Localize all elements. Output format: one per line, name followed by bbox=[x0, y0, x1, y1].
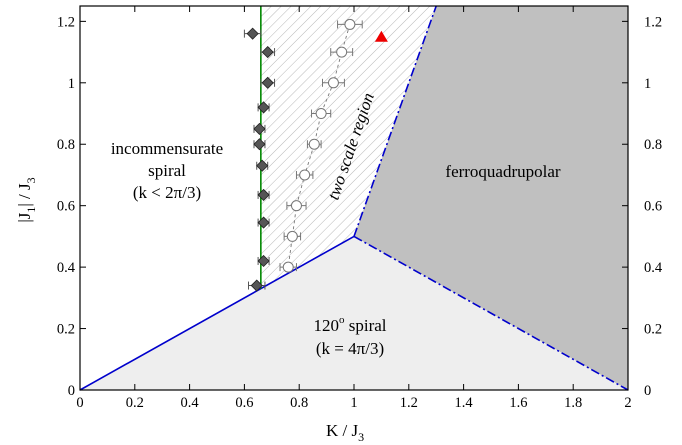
diamond-point bbox=[257, 188, 270, 201]
triangle-point bbox=[374, 30, 388, 42]
y-tick-label-left: 0 bbox=[68, 383, 75, 399]
y-tick-label-right: 0.8 bbox=[644, 137, 662, 153]
boundary-solid-blue bbox=[79, 235, 355, 391]
ferroquadrupolar-label: ferroquadrupolar bbox=[445, 162, 561, 181]
x-tick-label: 1.4 bbox=[455, 395, 474, 411]
y-tick-label-left: 0.6 bbox=[57, 199, 75, 215]
y-tick-label-left: 1.2 bbox=[57, 14, 75, 30]
spiral-120-region bbox=[80, 236, 628, 390]
x-tick-label: 1.2 bbox=[400, 395, 418, 411]
diamond-point bbox=[250, 279, 263, 292]
y-axis-title-part2: | / J bbox=[15, 183, 34, 207]
diamond-point bbox=[257, 216, 270, 229]
incommensurate-label-line1: incommensurate bbox=[111, 139, 223, 158]
y-tick-label-right: 1.2 bbox=[644, 14, 662, 30]
open-circle-point bbox=[290, 200, 302, 212]
incommensurate-label-line2: spiral bbox=[148, 161, 186, 180]
y-tick-label-left: 0.2 bbox=[57, 322, 75, 338]
incommensurate-label-line3: (k < 2π/3) bbox=[133, 183, 201, 202]
x-axis-title-sub: 3 bbox=[358, 430, 364, 444]
y-tick-label-right: 0.6 bbox=[644, 199, 662, 215]
open-circle-point bbox=[315, 108, 327, 120]
y-tick-label-left: 0.8 bbox=[57, 137, 75, 153]
x-tick-label: 0.2 bbox=[126, 395, 144, 411]
ferroquadrupolar-region bbox=[354, 6, 628, 390]
x-tick-label: 0 bbox=[76, 395, 83, 411]
spiral-120-base: 120 bbox=[313, 316, 339, 335]
x-tick-label: 0.4 bbox=[181, 395, 200, 411]
boundary-dashdot-upper bbox=[353, 5, 437, 237]
diamond-point bbox=[261, 76, 274, 89]
x-axis-title-main: K / J bbox=[326, 421, 359, 440]
boundary-dashdot-lower bbox=[353, 235, 629, 391]
x-tick-label: 1.8 bbox=[564, 395, 582, 411]
diamond-point bbox=[257, 254, 270, 268]
y-tick-label-right: 0.4 bbox=[644, 260, 663, 276]
diamond-point bbox=[261, 46, 274, 59]
open-circle-point bbox=[286, 230, 298, 242]
open-circle-point bbox=[327, 77, 339, 89]
y-tick-label-left: 0.4 bbox=[57, 260, 76, 276]
x-tick-label: 1.6 bbox=[509, 395, 527, 411]
y-tick-label-right: 1 bbox=[644, 76, 651, 92]
diamond-point bbox=[253, 122, 266, 135]
x-tick-label: 0.6 bbox=[235, 395, 253, 411]
y-tick-label-right: 0.2 bbox=[644, 322, 662, 338]
spiral-120-rest: spiral bbox=[344, 316, 386, 335]
x-tick-label: 1 bbox=[350, 395, 357, 411]
y-tick-label-left: 1 bbox=[68, 76, 75, 92]
spiral-120-label-line2: (k = 4π/3) bbox=[316, 339, 384, 358]
open-circle-point bbox=[336, 46, 348, 58]
y-axis-title-sub1: 1 bbox=[24, 207, 38, 213]
open-circle-point bbox=[299, 169, 311, 181]
data-marks bbox=[243, 18, 388, 292]
open-circle-point bbox=[282, 261, 294, 273]
diamond-point bbox=[246, 27, 259, 40]
open-circle-point bbox=[308, 138, 320, 150]
spiral-120-label-line1: 120o spiral bbox=[313, 314, 386, 335]
diamond-point bbox=[256, 159, 269, 172]
x-tick-label: 0.8 bbox=[290, 395, 308, 411]
diamond-point bbox=[257, 101, 270, 114]
open-circle-point bbox=[344, 18, 356, 30]
diamond-point bbox=[253, 138, 266, 151]
y-tick-label-right: 0 bbox=[644, 383, 651, 399]
spiral-120-sup: o bbox=[339, 314, 345, 326]
y-axis-title: |J1| / J3 bbox=[15, 177, 38, 222]
two-scale-region bbox=[260, 6, 437, 289]
x-tick-label: 2 bbox=[624, 395, 631, 411]
y-axis-title-part1: |J bbox=[15, 212, 34, 222]
y-axis-title-sub2: 3 bbox=[24, 177, 38, 183]
axis-ticks: 0 0.2 0.4 0.6 0.8 1 1.2 1.4 1.6 1.8 20 00.2 0.20.4 0.… bbox=[57, 6, 663, 411]
x-axis-title: K / J3 bbox=[326, 421, 364, 444]
